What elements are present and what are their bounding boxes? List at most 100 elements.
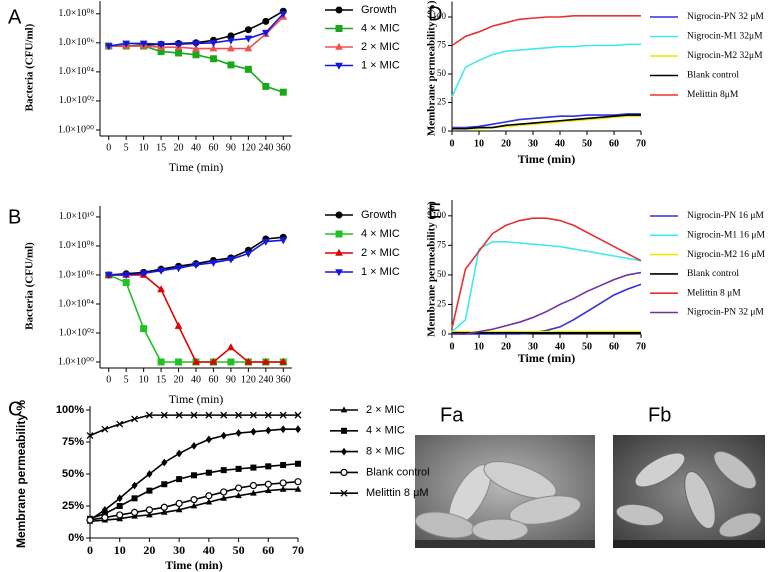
marker bbox=[244, 35, 253, 43]
marker bbox=[227, 44, 235, 52]
x-tick-label: 10 bbox=[474, 138, 484, 149]
marker bbox=[235, 492, 242, 499]
x-tick-label: 20 bbox=[174, 374, 184, 385]
marker bbox=[191, 441, 197, 450]
y-tick-label: 50 bbox=[437, 269, 447, 279]
marker bbox=[294, 485, 302, 492]
legend-label: Blank control bbox=[687, 269, 739, 279]
marker bbox=[122, 272, 131, 280]
marker bbox=[157, 267, 165, 275]
legend-label: Melittin 8 μM bbox=[687, 288, 741, 298]
marker bbox=[122, 279, 130, 287]
x-tick-label: 40 bbox=[191, 374, 201, 385]
marker bbox=[104, 43, 113, 51]
marker bbox=[279, 10, 288, 18]
x-tick-label: 30 bbox=[528, 138, 538, 149]
marker bbox=[264, 411, 272, 419]
marker bbox=[175, 358, 183, 366]
series-line bbox=[451, 217, 642, 329]
marker bbox=[209, 40, 218, 48]
marker bbox=[101, 513, 109, 522]
panel-label: E bbox=[428, 200, 441, 222]
marker bbox=[264, 480, 272, 488]
marker bbox=[190, 411, 198, 419]
marker bbox=[340, 468, 348, 476]
marker bbox=[220, 431, 227, 440]
x-tick-label: 0 bbox=[87, 543, 93, 557]
y-tick-label: 1.0×10⁰² bbox=[59, 95, 94, 106]
marker bbox=[192, 44, 200, 52]
marker bbox=[146, 511, 153, 518]
y-tick-label: 1.0×10⁰⁴ bbox=[58, 298, 94, 309]
x-tick-label: 20 bbox=[501, 341, 511, 352]
series-line bbox=[452, 271, 642, 335]
x-tick-label: 70 bbox=[636, 341, 646, 352]
marker bbox=[340, 406, 348, 413]
y-tick-label: 0% bbox=[68, 532, 84, 544]
x-axis-label: Time (min) bbox=[169, 392, 224, 406]
x-axis-label: Time (min) bbox=[165, 558, 222, 572]
marker bbox=[175, 499, 183, 508]
marker bbox=[220, 467, 227, 474]
marker bbox=[160, 411, 168, 419]
y-axis-label: Membrane permeability (%) bbox=[426, 0, 438, 136]
marker bbox=[235, 429, 242, 437]
panel-label: D bbox=[428, 3, 442, 25]
series-line bbox=[108, 274, 284, 363]
image-label: Fb bbox=[648, 404, 671, 426]
marker bbox=[116, 503, 123, 509]
marker bbox=[130, 508, 139, 517]
x-tick-label: 15 bbox=[156, 142, 166, 153]
marker bbox=[116, 494, 123, 503]
marker bbox=[244, 26, 252, 34]
marker bbox=[122, 40, 131, 48]
marker bbox=[341, 427, 347, 434]
y-tick-label: 50% bbox=[62, 468, 84, 480]
y-axis-label: Bacteria (CFU/ml) bbox=[24, 242, 36, 330]
marker bbox=[227, 61, 235, 69]
legend-label: 4 × MIC bbox=[366, 425, 405, 437]
marker bbox=[335, 211, 343, 219]
marker bbox=[205, 411, 213, 419]
marker bbox=[176, 449, 183, 458]
x-tick-label: 50 bbox=[233, 543, 245, 557]
marker bbox=[146, 487, 153, 494]
marker bbox=[227, 343, 235, 351]
x-tick-label: 0 bbox=[450, 341, 455, 352]
x-tick-label: 60 bbox=[208, 142, 218, 153]
marker bbox=[249, 411, 257, 419]
marker bbox=[131, 415, 139, 423]
marker bbox=[220, 411, 228, 419]
marker bbox=[335, 230, 343, 238]
x-tick-label: 5 bbox=[124, 374, 129, 385]
x-tick-label: 40 bbox=[555, 138, 565, 149]
marker bbox=[227, 37, 235, 45]
legend-label: Melittin 8 μM bbox=[366, 487, 429, 499]
marker bbox=[249, 481, 258, 490]
marker bbox=[294, 478, 302, 486]
marker bbox=[261, 29, 270, 37]
legend-label: Melittin 8μM bbox=[687, 90, 739, 100]
marker bbox=[205, 492, 213, 500]
marker bbox=[234, 484, 243, 492]
image-label: Fa bbox=[440, 404, 464, 426]
y-tick-label: 1.0×10⁰⁸ bbox=[58, 8, 94, 19]
marker bbox=[86, 516, 94, 524]
marker bbox=[335, 42, 343, 50]
marker bbox=[140, 325, 148, 333]
x-axis-label: Time (min) bbox=[518, 351, 575, 365]
marker bbox=[176, 476, 183, 483]
marker bbox=[244, 357, 253, 365]
x-tick-label: 60 bbox=[262, 543, 274, 557]
sem-image-b bbox=[613, 435, 765, 548]
marker bbox=[175, 49, 183, 57]
marker bbox=[157, 358, 165, 366]
x-tick-label: 20 bbox=[501, 138, 511, 149]
y-tick-label: 1.0×10⁰⁶ bbox=[58, 269, 94, 280]
marker bbox=[227, 358, 235, 366]
x-tick-label: 90 bbox=[226, 374, 236, 385]
panel-label: C bbox=[8, 398, 22, 420]
marker bbox=[279, 479, 287, 487]
sem-image-a bbox=[414, 435, 595, 548]
